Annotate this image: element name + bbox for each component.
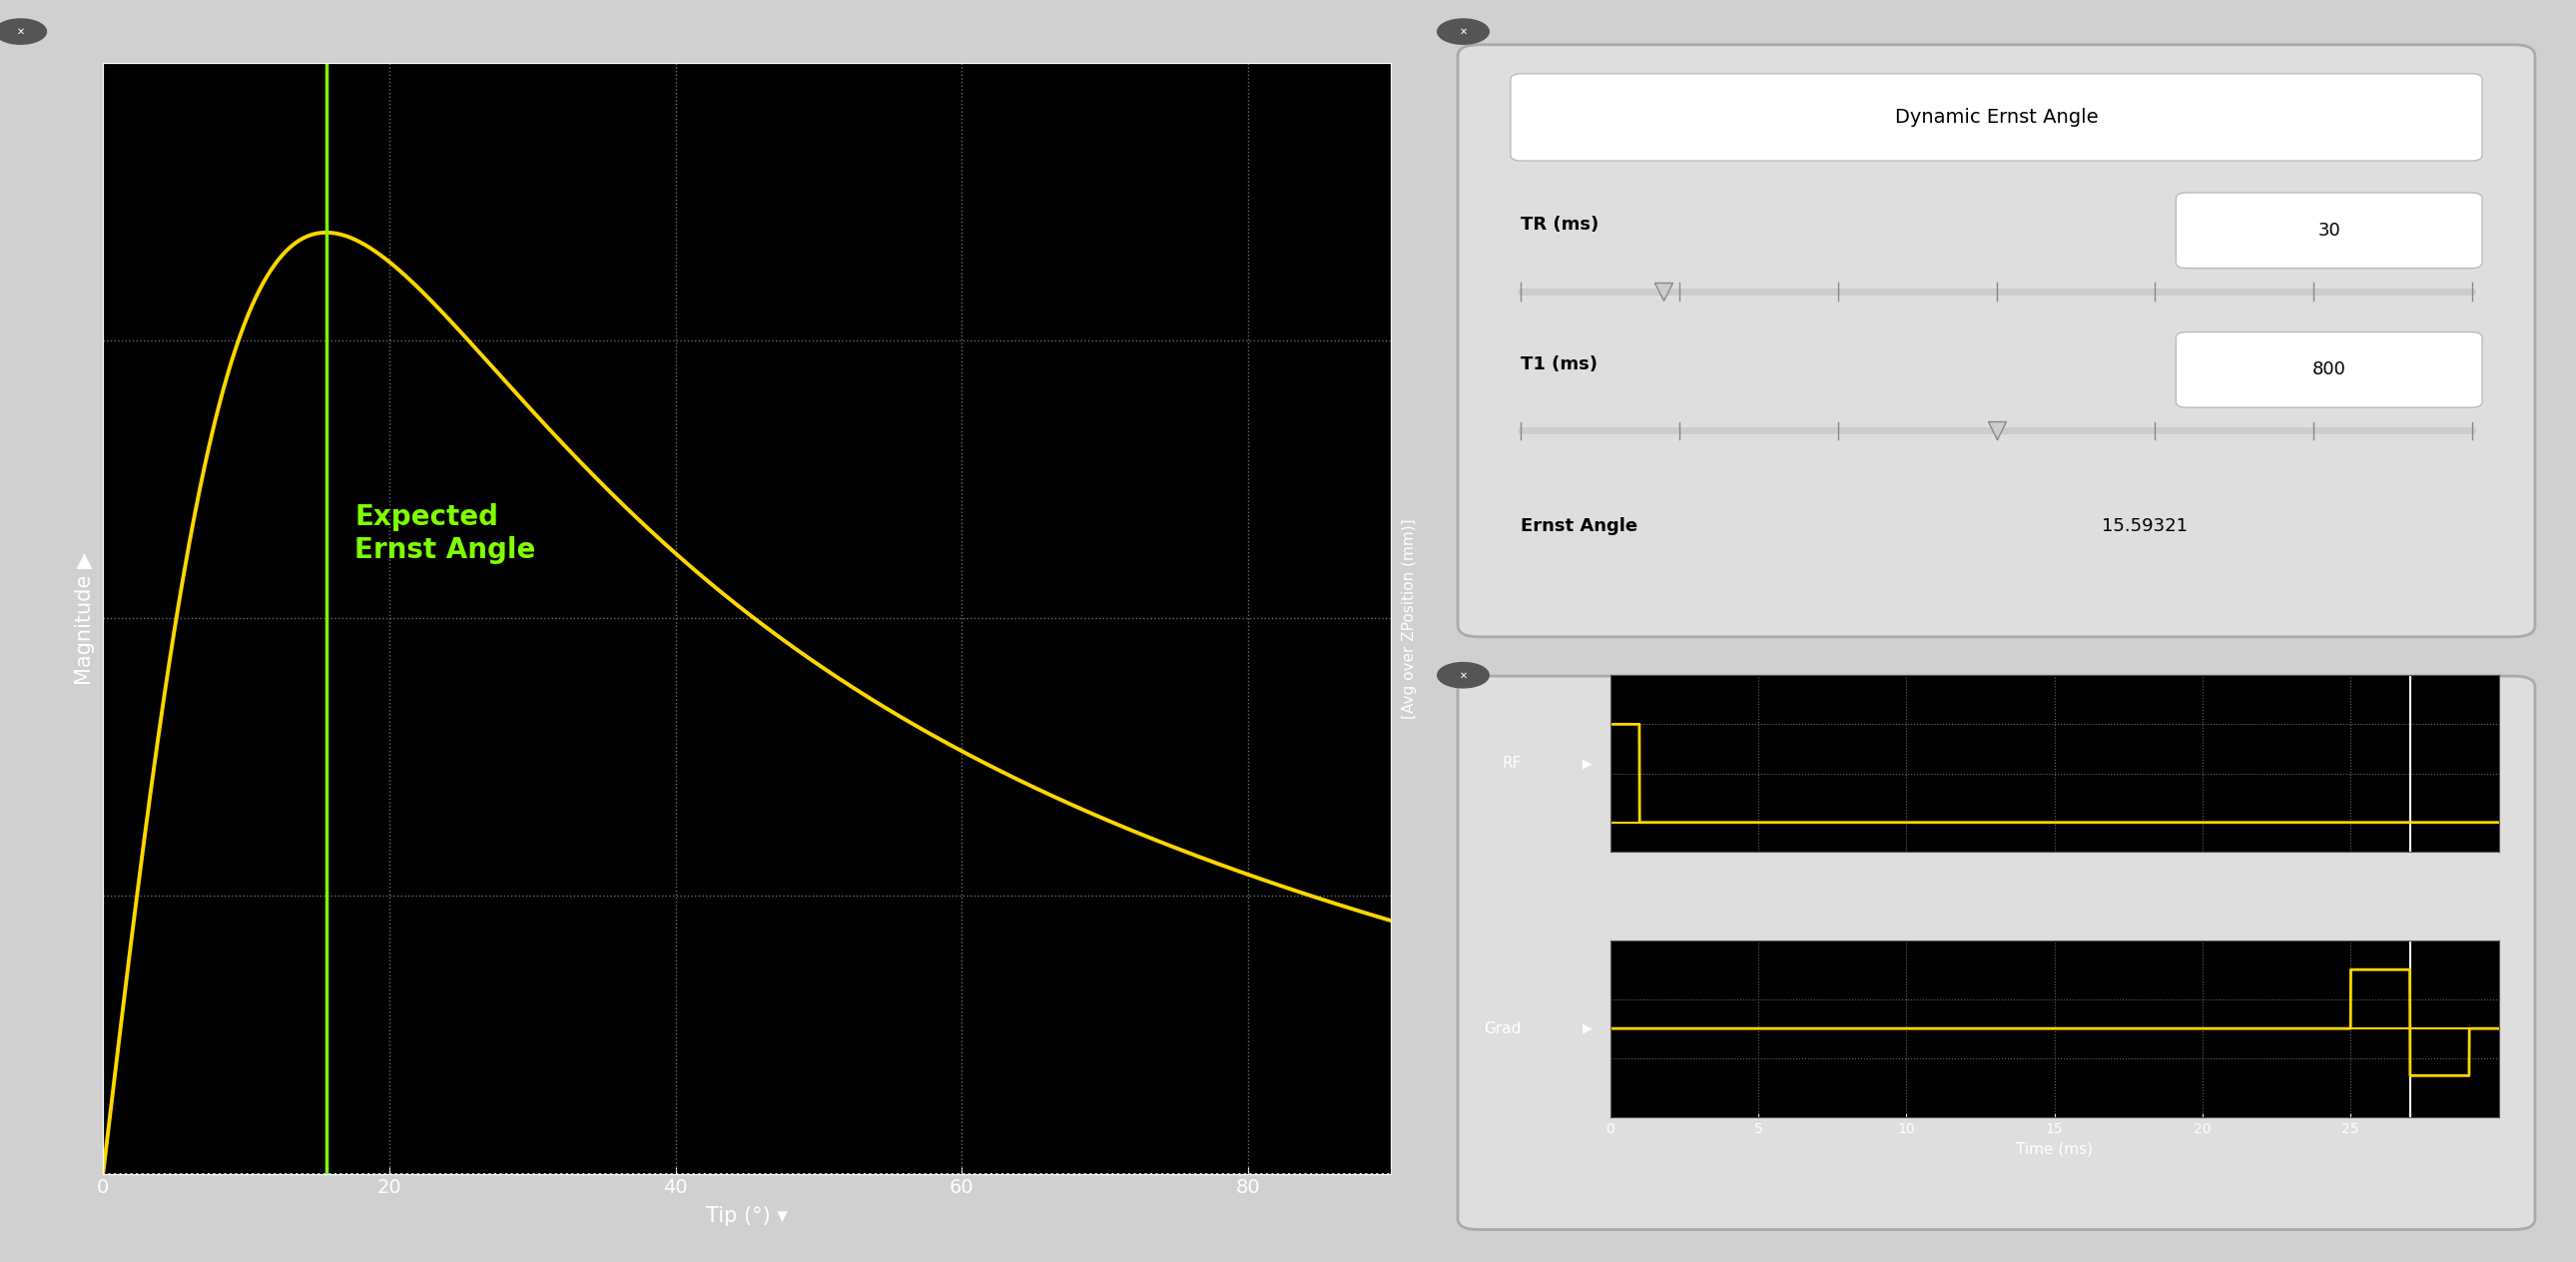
Y-axis label: Magnitude ▶: Magnitude ▶ (75, 551, 95, 685)
FancyBboxPatch shape (2177, 193, 2483, 268)
Text: 15.59321: 15.59321 (2102, 517, 2187, 535)
Text: TR (ms): TR (ms) (1520, 216, 1600, 233)
Text: ✕: ✕ (1458, 27, 1468, 37)
X-axis label: Time (ms): Time (ms) (2017, 1141, 2092, 1156)
Y-axis label: [Avg over ZPosition (mm)]: [Avg over ZPosition (mm)] (1401, 519, 1417, 718)
Text: ▶: ▶ (1582, 1022, 1592, 1035)
Text: ▶: ▶ (1582, 757, 1592, 770)
Text: RF: RF (1502, 756, 1520, 771)
Text: T1 (ms): T1 (ms) (1520, 355, 1597, 374)
X-axis label: Tip (°) ▾: Tip (°) ▾ (706, 1205, 788, 1225)
FancyBboxPatch shape (2177, 332, 2483, 408)
Text: Dynamic Ernst Angle: Dynamic Ernst Angle (1896, 107, 2097, 126)
FancyBboxPatch shape (1458, 676, 2535, 1229)
FancyBboxPatch shape (1458, 44, 2535, 637)
Text: Grad: Grad (1484, 1021, 1520, 1036)
Text: Ernst Angle: Ernst Angle (1520, 517, 1638, 535)
Text: ✕: ✕ (15, 27, 26, 37)
Text: 800: 800 (2313, 361, 2347, 379)
Text: 30: 30 (2318, 221, 2342, 240)
Text: Expected
Ernst Angle: Expected Ernst Angle (355, 504, 536, 564)
Text: ✕: ✕ (1458, 670, 1468, 680)
FancyBboxPatch shape (1510, 73, 2483, 160)
